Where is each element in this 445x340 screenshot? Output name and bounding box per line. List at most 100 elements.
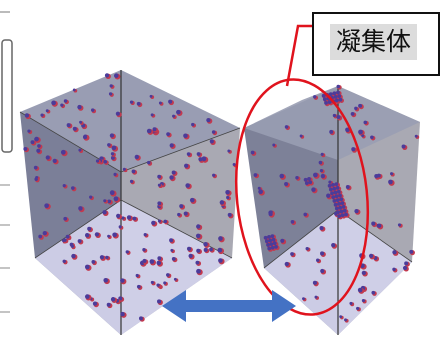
particle [157,201,162,206]
particle [62,259,66,263]
particle [274,245,278,249]
particle [134,154,139,160]
particle [163,219,167,224]
particle [339,209,344,214]
particle [120,278,125,283]
particle [356,306,360,311]
particle [305,247,309,251]
particle [344,318,347,322]
particle [157,183,161,187]
particle [142,248,146,252]
particle [45,155,50,160]
particle [149,94,153,98]
right-aggregated-cube [244,84,420,335]
particle [103,278,109,283]
particle [129,100,134,104]
particle [227,212,232,217]
particle [333,202,338,207]
particle [44,203,49,208]
particle [326,193,331,198]
particle [84,233,90,238]
particle [361,134,365,138]
particle [203,241,208,247]
particle [63,216,68,221]
particle [34,177,38,181]
particle [78,148,82,152]
particle [72,88,76,92]
particle [126,215,132,220]
particle [311,187,316,192]
particle [268,212,273,217]
particle [370,135,374,140]
particle [267,246,272,251]
particle [338,193,342,198]
particle [328,92,333,96]
particle [336,189,341,194]
right-cube-edge [337,209,413,263]
particle [113,73,119,78]
particle [258,189,263,195]
particle [250,150,255,155]
particle [52,158,57,163]
particle [212,173,216,177]
particle [183,133,188,138]
particle [263,235,268,240]
particle [336,84,340,89]
particle [177,212,181,217]
particle [333,190,338,195]
particle [125,250,129,254]
particle [402,265,408,271]
particle [113,172,117,176]
particle [166,273,170,277]
particle [183,211,188,216]
particle [103,199,107,203]
particle [390,172,394,176]
particle [116,213,121,218]
left-cube-back-face [20,70,240,172]
particle [105,255,109,260]
particle [332,113,337,118]
particle [350,111,355,116]
particle [77,104,82,110]
particle [112,232,117,238]
particle [109,133,115,138]
particle [401,144,406,149]
particle [303,177,308,182]
particle [217,247,223,253]
particle [87,226,92,231]
particle [157,256,162,261]
particle [156,283,160,287]
particle [269,242,274,246]
particle [113,196,119,202]
particle [186,246,192,251]
particle [92,301,98,306]
particle [253,173,258,177]
particle [338,97,343,102]
particle [232,163,236,166]
particle [354,208,359,214]
particle [392,267,396,272]
particle [334,206,339,211]
particle [24,113,30,118]
particle [316,258,320,262]
particle [290,220,295,224]
particle [330,191,334,196]
particle [272,241,277,246]
particle [71,253,76,259]
particle [314,295,318,299]
particle [143,233,147,237]
particle [290,252,294,256]
particle [95,159,100,163]
particle [361,270,366,276]
double-headed-arrow-icon [162,290,296,322]
particle [118,225,122,229]
particle [321,93,326,98]
particle [173,277,177,281]
particle [218,236,223,241]
particle [332,199,337,203]
particle [102,210,107,215]
particle [131,169,136,174]
particle [168,99,173,104]
particle [268,238,273,243]
particle [319,168,324,173]
